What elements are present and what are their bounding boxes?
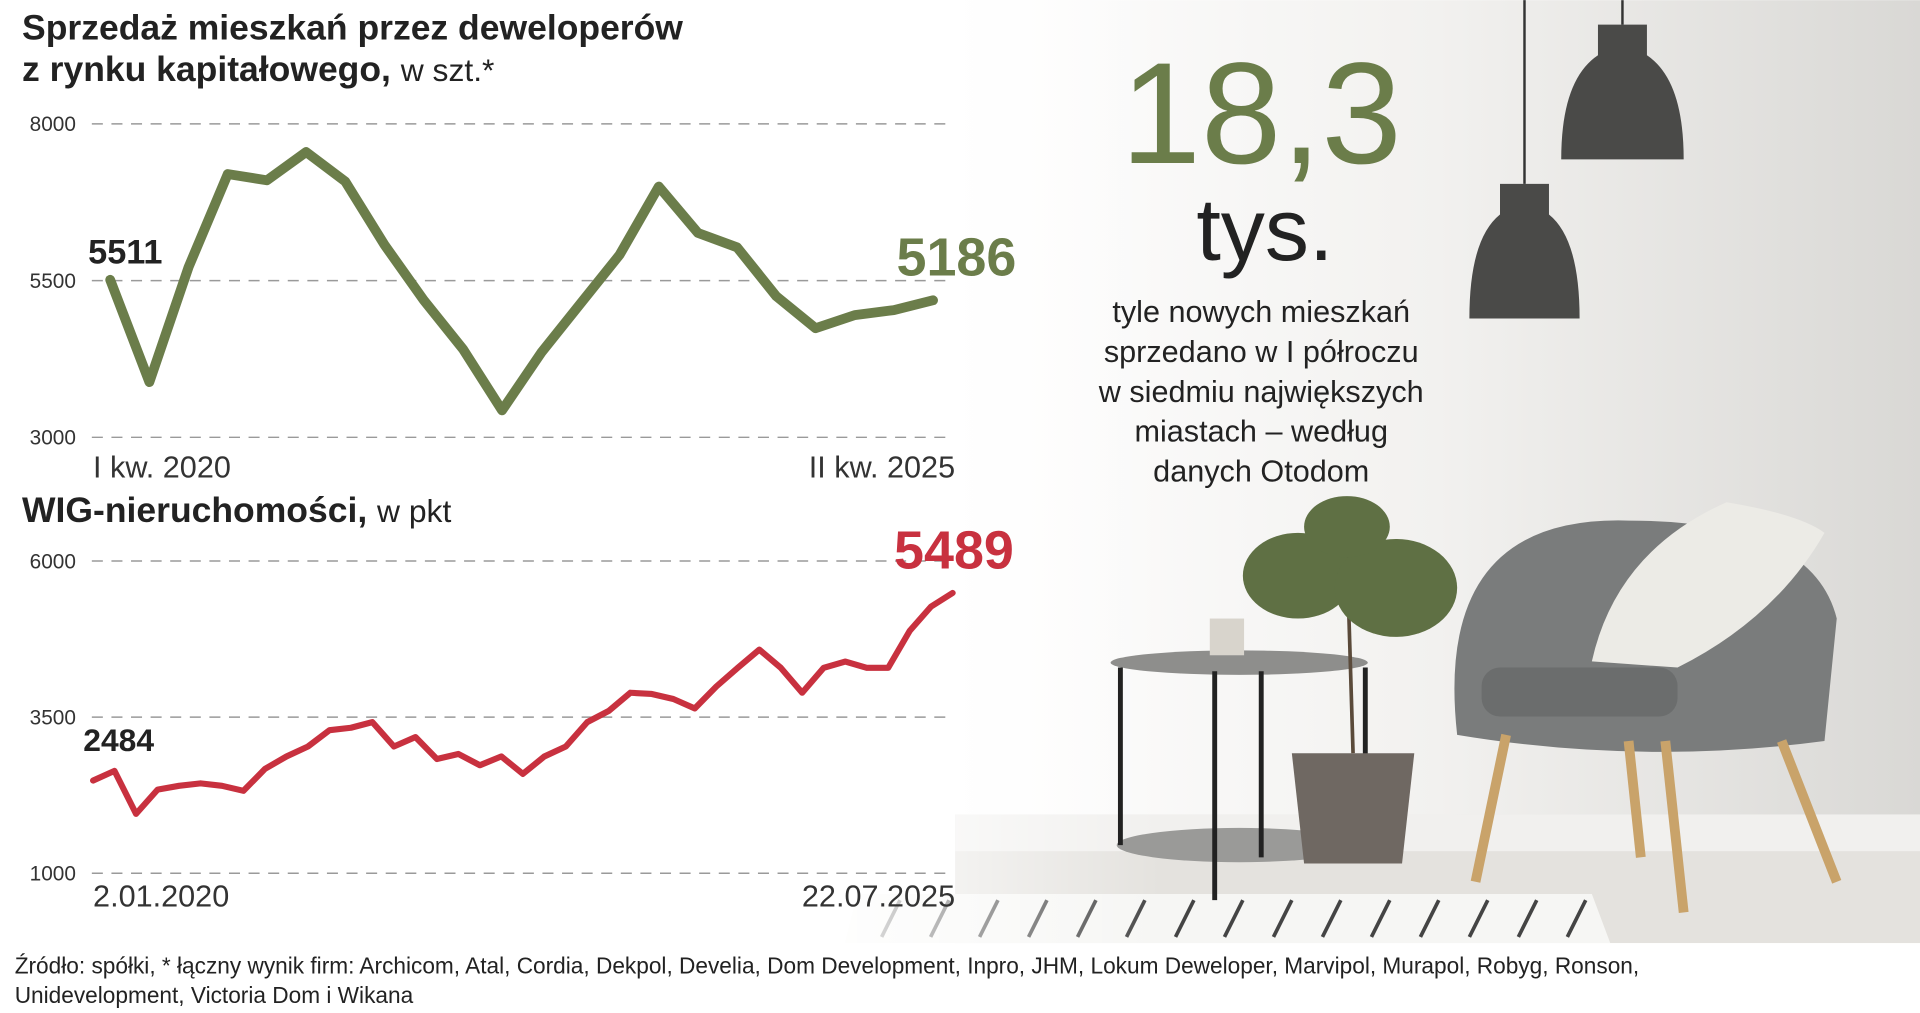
x-tick-label: II kw. 2025 xyxy=(809,451,955,485)
chart-unit: w pkt xyxy=(376,493,451,529)
x-tick-label: 22.07.2025 xyxy=(802,879,955,913)
data-label: 2484 xyxy=(83,722,154,758)
data-label: 5489 xyxy=(894,520,1014,580)
y-tick-label: 5500 xyxy=(30,270,76,293)
y-tick-label: 6000 xyxy=(30,550,76,573)
headline-line: tyle nowych mieszkań xyxy=(1112,295,1410,329)
chart-unit: w szt.* xyxy=(400,52,495,88)
headline-number: 18,3 xyxy=(1121,32,1402,194)
chart-title: z rynku kapitałowego, w szt.* xyxy=(22,49,494,89)
y-tick-label: 3500 xyxy=(30,706,76,729)
chart-title: WIG-nieruchomości, w pkt xyxy=(22,490,451,530)
headline-line: miastach – według xyxy=(1134,415,1388,449)
headline-unit: tys. xyxy=(1196,180,1333,279)
chart-title-part: z rynku kapitałowego, xyxy=(22,49,391,89)
chart: WIG-nieruchomości, w pkt 1000 3500 6000 2.01.… xyxy=(22,490,1014,913)
headline-line: danych Otodom xyxy=(1153,454,1369,488)
x-tick-label: I kw. 2020 xyxy=(93,451,231,485)
source: Źródło: spółki, * łączny wynik firm: Arc… xyxy=(15,953,1639,1008)
data-label: 5511 xyxy=(88,233,162,271)
background-photo xyxy=(795,0,1920,944)
headline-text: tyle nowych mieszkań sprzedano w I półroc… xyxy=(1098,295,1424,488)
line xyxy=(90,589,956,817)
y-tick-label: 3000 xyxy=(30,427,76,450)
x-tick-label: 2.01.2020 xyxy=(93,879,229,913)
data-label: 5186 xyxy=(896,228,1016,288)
chart-title-part: WIG-nieruchomości, xyxy=(22,490,367,530)
source-line: Unidevelopment, Victoria Dom i Wikana xyxy=(15,982,414,1008)
source-line: Źródło: spółki, * łączny wynik firm: Arc… xyxy=(15,953,1639,979)
headline-line: sprzedano w I półroczu xyxy=(1104,335,1419,369)
y-tick-label: 8000 xyxy=(30,113,76,136)
chart-title: Sprzedaż mieszkań przez deweloperów xyxy=(22,7,683,47)
headline-line: w siedmiu największych xyxy=(1098,375,1424,409)
chart-title-part: Sprzedaż mieszkań przez deweloperów xyxy=(22,7,683,47)
line xyxy=(105,147,938,416)
y-tick-label: 1000 xyxy=(30,863,76,886)
